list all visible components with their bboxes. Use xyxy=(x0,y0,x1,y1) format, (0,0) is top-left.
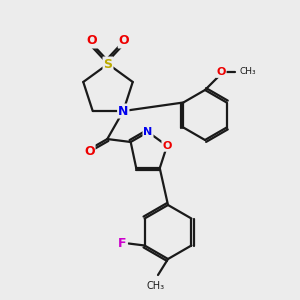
Text: O: O xyxy=(162,141,172,151)
Text: O: O xyxy=(216,67,226,77)
Text: S: S xyxy=(103,58,112,70)
Text: F: F xyxy=(118,237,127,250)
Text: CH₃: CH₃ xyxy=(147,281,165,291)
Text: O: O xyxy=(87,34,97,47)
Text: N: N xyxy=(143,127,153,137)
Text: CH₃: CH₃ xyxy=(240,68,256,76)
Text: O: O xyxy=(84,145,94,158)
Text: O: O xyxy=(119,34,129,47)
Text: N: N xyxy=(118,104,128,118)
